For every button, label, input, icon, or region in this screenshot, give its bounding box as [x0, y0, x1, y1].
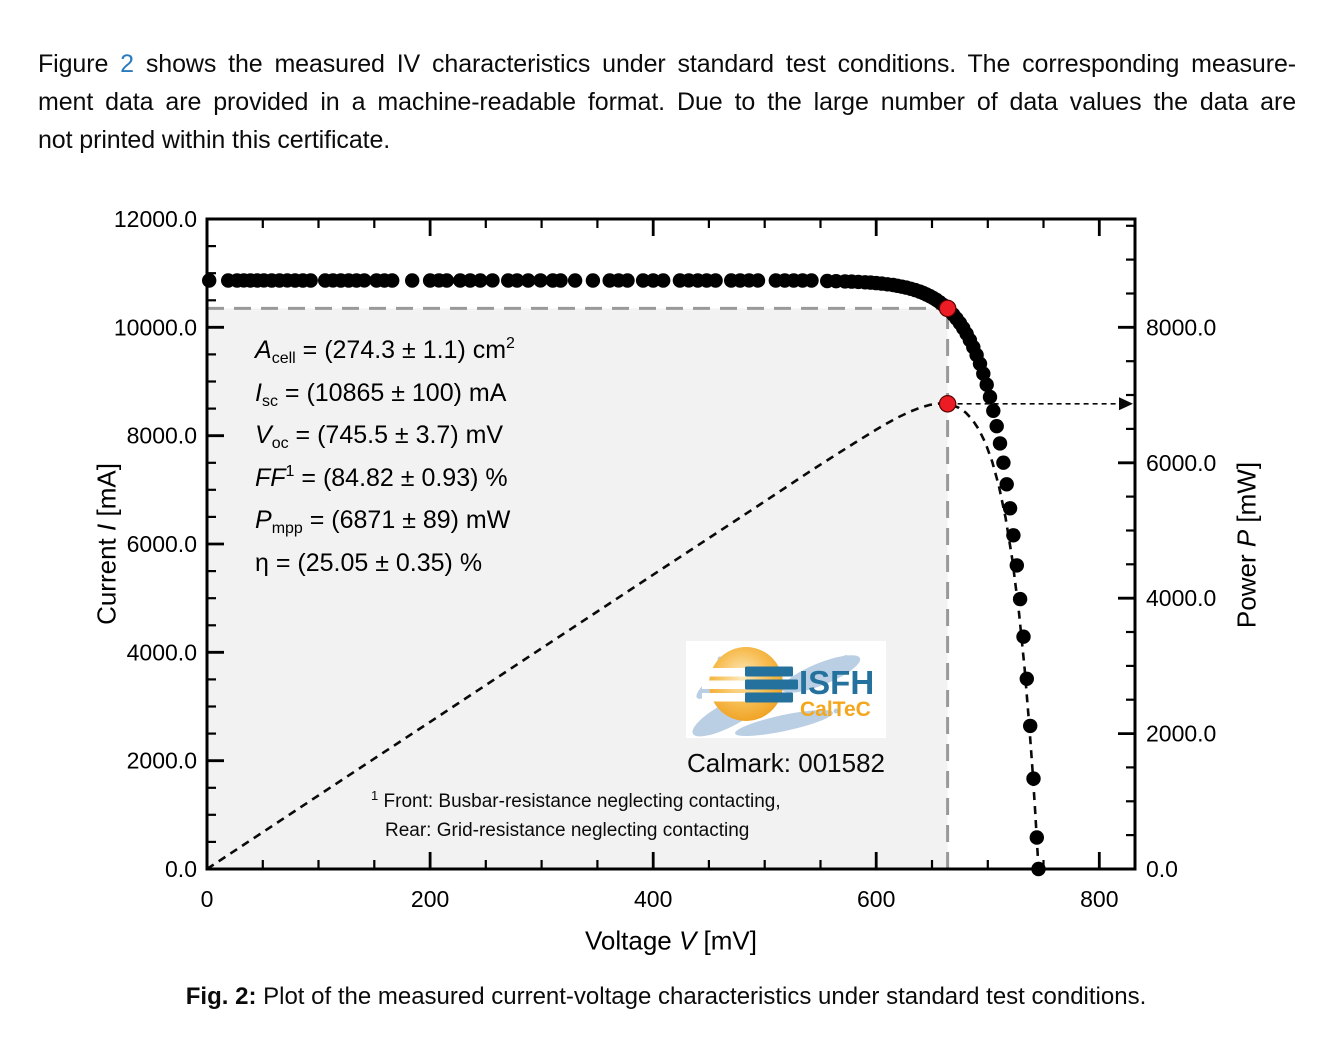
chart-footnote: 1 Front: Busbar-resistance neglecting co…	[371, 787, 781, 845]
svg-text:2000.0: 2000.0	[1146, 721, 1216, 747]
logo-text-isfh: ISFH	[799, 664, 874, 701]
body-paragraph: Figure 2 shows the measured IV character…	[38, 45, 1296, 159]
x-axis-label: Voltage V [mV]	[584, 925, 758, 956]
footnote-line: 1 Front: Busbar-resistance neglecting co…	[371, 788, 781, 812]
y-axis-label-right: Power P [mW]	[1231, 461, 1262, 629]
mpp-region	[207, 308, 948, 869]
figure-2-link[interactable]: 2	[120, 50, 134, 78]
cell-parameters: Acell = (274.3 ± 1.1) cm2 Isc = (10865 ± …	[255, 336, 515, 591]
svg-text:6000.0: 6000.0	[127, 531, 197, 557]
y-axis-label-left: Current I [mA]	[91, 463, 122, 625]
paragraph-text: Figure	[38, 50, 109, 78]
svg-text:2000.0: 2000.0	[127, 748, 197, 774]
svg-text:0.0: 0.0	[1146, 856, 1178, 882]
mpp-arrow	[957, 397, 1133, 411]
caption-label: Fig. 2:	[185, 983, 257, 1010]
paragraph-text: shows the measured IV characteristics un…	[145, 50, 1296, 78]
annotation-line: η = (25.05 ± 0.35) %	[255, 548, 483, 577]
annotation-line: Pmpp = (6871 ± 89) mW	[255, 506, 511, 537]
paragraph-line: Figure 2 shows the measured IV character…	[38, 45, 1296, 83]
tick-labels: 0 200 400 600 8000.02000.04000.06000.08000.0…	[114, 206, 1217, 912]
isfh-caltec-logo: ISFH CalTeC	[686, 641, 886, 738]
paragraph-line: not printed within this certificate.	[38, 126, 391, 154]
annotation-line: Voc = (745.5 ± 3.7) mV	[255, 421, 504, 452]
logo-text-caltec: CalTeC	[800, 698, 871, 721]
annotation-line: FF1 = (84.82 ± 0.93) %	[255, 462, 508, 492]
svg-text:0: 0	[201, 886, 214, 912]
calmark-label: Calmark: 001582	[687, 748, 885, 778]
iv-curve-dots	[202, 273, 1046, 877]
svg-text:12000.0: 12000.0	[114, 206, 197, 232]
svg-text:8000.0: 8000.0	[127, 423, 197, 449]
caption-text: Plot of the measured current-voltage cha…	[263, 983, 1147, 1010]
svg-text:800: 800	[1080, 886, 1118, 912]
svg-text:4000.0: 4000.0	[1146, 585, 1216, 611]
power-curve	[206, 402, 1040, 871]
logo-bars-icon	[745, 666, 798, 703]
svg-text:200: 200	[411, 886, 449, 912]
svg-text:6000.0: 6000.0	[1146, 450, 1216, 476]
paragraph-line: ment data are provided in a machine-read…	[38, 88, 1296, 116]
svg-text:600: 600	[857, 886, 895, 912]
annotation-line: Isc = (10865 ± 100) mA	[255, 378, 507, 410]
footnote-line: Rear: Grid-resistance neglecting contact…	[385, 820, 750, 841]
svg-text:8000.0: 8000.0	[1146, 314, 1216, 340]
annotation-line: Acell = (274.3 ± 1.1) cm2	[255, 335, 515, 367]
svg-text:10000.0: 10000.0	[114, 314, 197, 340]
svg-text:0.0: 0.0	[165, 856, 197, 882]
mpp-markers	[938, 299, 957, 413]
svg-text:4000.0: 4000.0	[127, 639, 197, 665]
figure-caption: Fig. 2: Plot of the measured current-vol…	[0, 983, 1332, 1011]
axes	[205, 217, 1137, 871]
logo-white-bars-icon	[702, 668, 746, 702]
svg-text:400: 400	[634, 886, 672, 912]
